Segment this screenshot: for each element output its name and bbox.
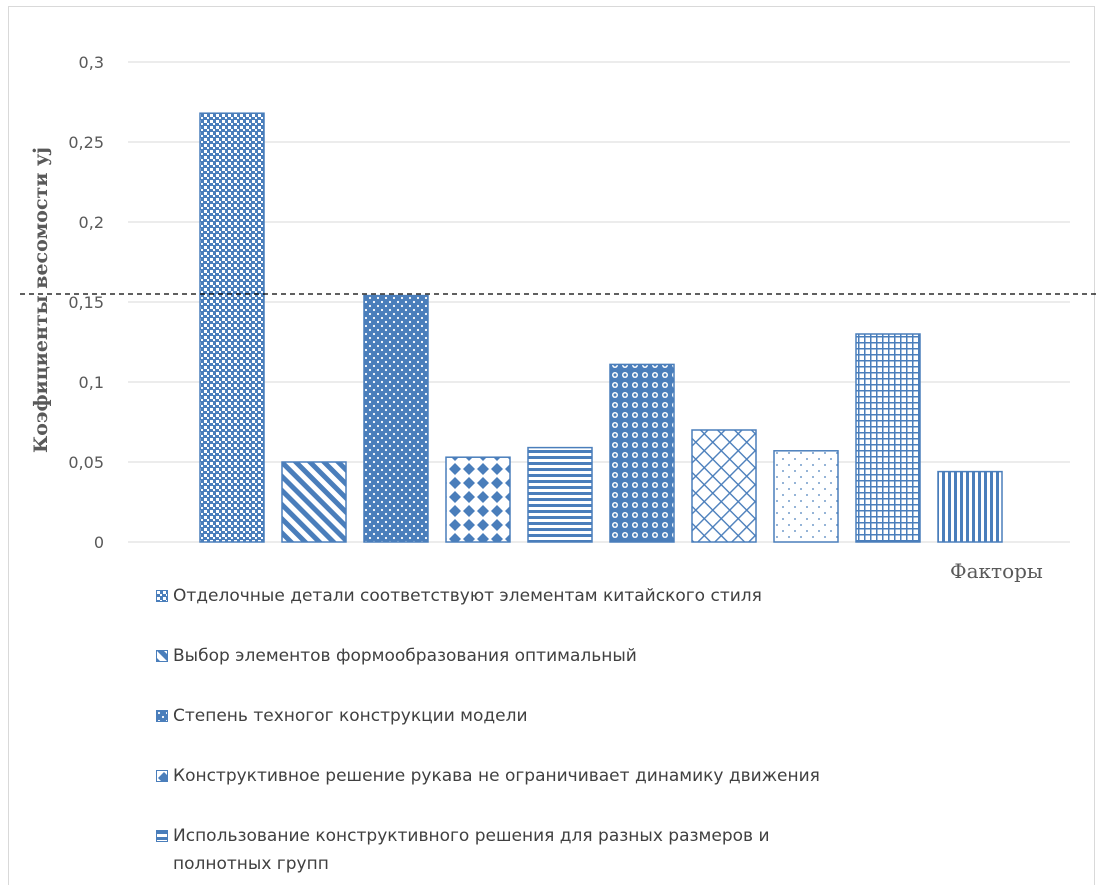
bar xyxy=(937,470,1003,543)
x-axis-label: Факторы xyxy=(950,559,1043,583)
y-tick-label: 0,15 xyxy=(68,293,104,312)
bar xyxy=(199,112,265,543)
bar xyxy=(445,456,511,543)
y-tick-label: 0,25 xyxy=(68,133,104,152)
y-axis-label: Коэфициенты весомости уj xyxy=(30,147,52,453)
legend-label: Использование конструктивного решения дл… xyxy=(173,826,770,874)
legend-label: Выбор элементов формообразования оптимал… xyxy=(173,646,637,666)
legend-item: Использование конструктивного решения дл… xyxy=(156,822,776,878)
bar xyxy=(691,429,757,543)
legend-label: Отделочные детали соответствуют элемента… xyxy=(173,586,762,606)
legend-label: Степень техногог конструкции модели xyxy=(173,706,528,726)
legend-item: Степень техногог конструкции модели xyxy=(156,702,528,730)
legend-item: Выбор элементов формообразования оптимал… xyxy=(156,642,637,670)
bar xyxy=(609,363,675,543)
y-tick-label: 0,3 xyxy=(79,53,104,72)
legend-swatch-dots-icon xyxy=(156,710,168,722)
legend-swatch-diagonal-icon xyxy=(156,650,168,662)
bar xyxy=(527,446,593,543)
y-tick-label: 0,2 xyxy=(79,213,104,232)
legend-item: Конструктивное решение рукава не огранич… xyxy=(156,762,820,790)
y-tick-label: 0 xyxy=(94,533,104,552)
y-tick-label: 0,05 xyxy=(68,453,104,472)
bar xyxy=(281,461,347,543)
bar xyxy=(855,333,921,543)
legend-swatch-diamonds-icon xyxy=(156,770,168,782)
bar xyxy=(773,450,839,543)
legend-label: Конструктивное решение рукава не огранич… xyxy=(173,766,820,786)
legend-item: Отделочные детали соответствуют элемента… xyxy=(156,582,762,610)
bar xyxy=(363,294,429,543)
y-tick-label: 0,1 xyxy=(79,373,104,392)
legend-swatch-checker-icon xyxy=(156,590,168,602)
legend-swatch-hlines-icon xyxy=(156,830,168,842)
